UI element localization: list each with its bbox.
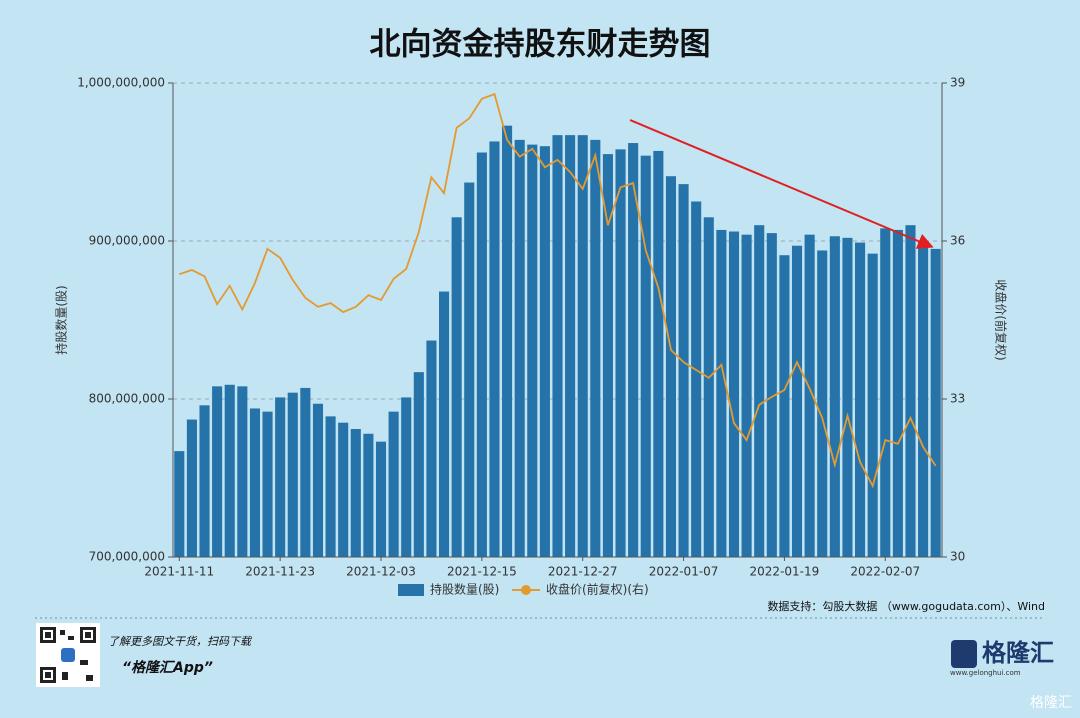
bar [451,217,462,558]
x-tick-label: 2022-01-07 [649,565,719,579]
bar [804,234,815,557]
legend-label: 持股数量(股) [430,582,499,597]
bar [464,182,475,558]
bar [287,392,298,557]
bar [502,125,513,557]
bar [867,253,878,557]
bar [476,152,487,557]
bar [224,384,235,557]
bar [552,135,563,557]
bar [791,245,803,558]
y2-tick-label: 39 [950,76,965,90]
bar [640,155,651,557]
logo-icon [951,640,977,668]
bar [577,135,588,557]
y-axis-label: 持股数量(股) [54,285,69,354]
bar [691,201,702,557]
bar [401,397,412,557]
bar [590,139,601,557]
bar [249,408,260,557]
bar [842,237,853,557]
x-tick-label: 2022-01-19 [750,565,820,579]
x-tick-label: 2021-11-23 [245,565,315,579]
bar [741,234,752,557]
bar [413,372,424,557]
bar [880,228,891,558]
chart-title: 北向资金持股东财走势图 [370,27,711,63]
y-tick-label: 1,000,000,000 [77,76,165,90]
y2-axis-label: 收盘价(前复权) [994,279,1009,360]
bar [375,441,387,557]
bar [665,176,677,557]
y-tick-label: 800,000,000 [89,392,165,406]
source: 数据支持：勾股大数据 （www.gogudata.com）、Wind [767,599,1045,613]
bar [602,154,613,557]
bar [363,433,374,557]
bar [262,411,273,557]
bar [615,149,626,558]
bar [628,143,639,558]
bar [754,225,765,557]
y2-tick-label: 36 [950,234,965,248]
bar [892,229,903,557]
legend-label: 收盘价(前复权)(右) [546,582,649,597]
bar [817,250,828,558]
watermark: 格隆汇 [1030,695,1072,711]
bar [350,429,361,557]
bar [539,146,550,557]
bar [829,236,840,557]
bar [918,241,929,557]
bar [388,411,399,557]
bar [653,150,664,557]
bar [514,139,525,557]
bar [186,419,197,557]
y2-tick-label: 33 [950,392,965,406]
x-tick-label: 2022-02-07 [850,565,920,579]
bar [426,340,437,557]
promo-text: 了解更多图文干货，扫码下载 [108,635,253,648]
qr-code [36,623,100,687]
y-tick-label: 900,000,000 [89,234,165,248]
bar [275,397,286,557]
logo-text: 格隆汇 [982,639,1054,667]
bar [779,255,790,557]
price-line [179,92,937,489]
bar [300,387,311,557]
legend-swatch [398,584,424,596]
bar [855,242,866,557]
logo-site: www.gelonghui.com [950,669,1021,677]
trend-arrow [629,119,934,249]
bar [565,135,576,557]
bar [905,225,916,557]
bar [325,416,336,557]
bar [489,141,500,557]
bar [212,386,223,557]
bar [930,248,941,557]
bar [199,405,210,557]
bar [678,184,689,557]
bar [766,233,777,557]
x-tick-label: 2021-12-15 [447,565,517,579]
bar [338,422,349,557]
bar [716,229,727,557]
bar [703,217,714,558]
bar [174,451,185,557]
bar [237,386,248,557]
x-tick-label: 2021-12-27 [548,565,618,579]
x-tick-label: 2021-12-03 [346,565,416,579]
bar [728,231,740,557]
x-tick-label: 2021-11-11 [144,565,214,579]
app-name: “格隆汇App” [122,659,213,676]
y-tick-label: 700,000,000 [89,550,165,564]
legend-swatch [521,585,531,595]
bar [438,291,450,557]
bar [527,144,538,557]
bar [312,403,324,557]
y2-tick-label: 30 [950,550,965,564]
